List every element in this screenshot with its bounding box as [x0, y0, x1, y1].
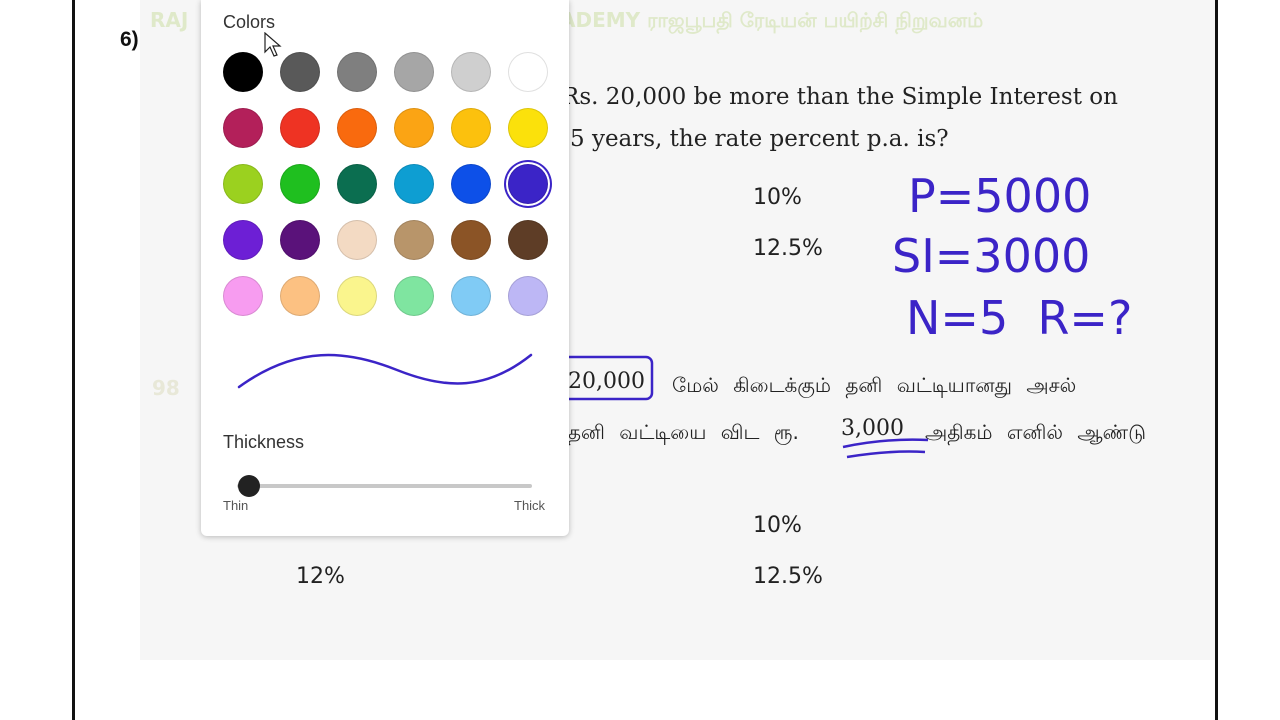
page-number: 98 — [152, 376, 180, 400]
color-swatch[interactable] — [337, 52, 377, 92]
question-tamil-line2-post: அதிகம் எனில் ஆண்டு — [925, 420, 1146, 444]
color-swatch[interactable] — [394, 164, 434, 204]
color-swatch[interactable] — [223, 108, 263, 148]
tamil-amount-underlined: 3,000 — [841, 416, 904, 441]
question-number: 6) — [120, 28, 139, 51]
thickness-label: Thickness — [223, 432, 305, 452]
thick-label: Thick — [514, 498, 546, 513]
color-swatch[interactable] — [394, 220, 434, 260]
color-swatch[interactable] — [394, 108, 434, 148]
color-swatch[interactable] — [223, 220, 263, 260]
color-swatch[interactable] — [394, 276, 434, 316]
color-swatch[interactable] — [451, 164, 491, 204]
option-english-2: 12.5% — [753, 236, 823, 261]
thickness-slider-track[interactable] — [237, 484, 532, 488]
stroke-preview — [237, 353, 533, 389]
color-swatch[interactable] — [223, 276, 263, 316]
question-english-line2: 5 years, the rate percent p.a. is? — [570, 126, 949, 152]
question-tamil-line2-pre: தனி வட்டியை விட ரூ. — [568, 420, 799, 444]
color-swatch[interactable] — [337, 108, 377, 148]
color-swatch[interactable] — [508, 52, 548, 92]
color-swatch[interactable] — [337, 220, 377, 260]
watermark-right: ADEMY ராஜபூபதி ரேடியன் பயிற்சி நிறுவனம் — [560, 8, 984, 32]
color-swatch[interactable] — [451, 220, 491, 260]
color-swatch[interactable] — [337, 276, 377, 316]
stroke-preview-line — [237, 353, 533, 389]
ink-text-years-rate: N=5 R=? — [906, 291, 1132, 345]
ink-box-around-amount — [560, 355, 654, 401]
color-swatch[interactable] — [280, 276, 320, 316]
color-swatch[interactable] — [508, 164, 548, 204]
ink-text-principal: P=5000 — [908, 169, 1091, 223]
color-swatch[interactable] — [280, 108, 320, 148]
option-tamil-2: 12% — [296, 564, 345, 589]
color-swatch[interactable] — [223, 164, 263, 204]
thickness-slider-thumb[interactable] — [238, 475, 260, 497]
color-swatch[interactable] — [451, 276, 491, 316]
color-swatch[interactable] — [508, 108, 548, 148]
tamil-amount-boxed: 20,000 — [568, 369, 645, 394]
watermark-left: RAJ — [150, 8, 189, 32]
option-tamil-1: 10% — [753, 513, 802, 538]
option-english-1: 10% — [753, 185, 802, 210]
mouse-pointer-icon — [264, 32, 282, 57]
option-tamil-3: 12.5% — [753, 564, 823, 589]
colors-heading: Colors — [223, 12, 276, 32]
color-swatch[interactable] — [508, 220, 548, 260]
ink-underline-1 — [842, 438, 929, 449]
ink-text-interest: SI=3000 — [892, 229, 1090, 283]
color-swatch[interactable] — [280, 164, 320, 204]
ink-underline-2 — [846, 450, 926, 459]
color-swatch[interactable] — [451, 52, 491, 92]
question-tamil-line1: மேல் கிடைக்கும் தனி வட்டியானது அசல் — [672, 373, 1077, 397]
thin-label: Thin — [223, 498, 249, 513]
color-swatch[interactable] — [280, 220, 320, 260]
color-swatch[interactable] — [508, 276, 548, 316]
question-english-line1: Rs. 20,000 be more than the Simple Inter… — [562, 84, 1118, 110]
color-swatch[interactable] — [451, 108, 491, 148]
color-swatch[interactable] — [337, 164, 377, 204]
pen-color-picker: Colors Thickness Thin Thick — [201, 0, 569, 536]
color-swatch[interactable] — [223, 52, 263, 92]
color-swatch[interactable] — [280, 52, 320, 92]
color-swatch[interactable] — [394, 52, 434, 92]
